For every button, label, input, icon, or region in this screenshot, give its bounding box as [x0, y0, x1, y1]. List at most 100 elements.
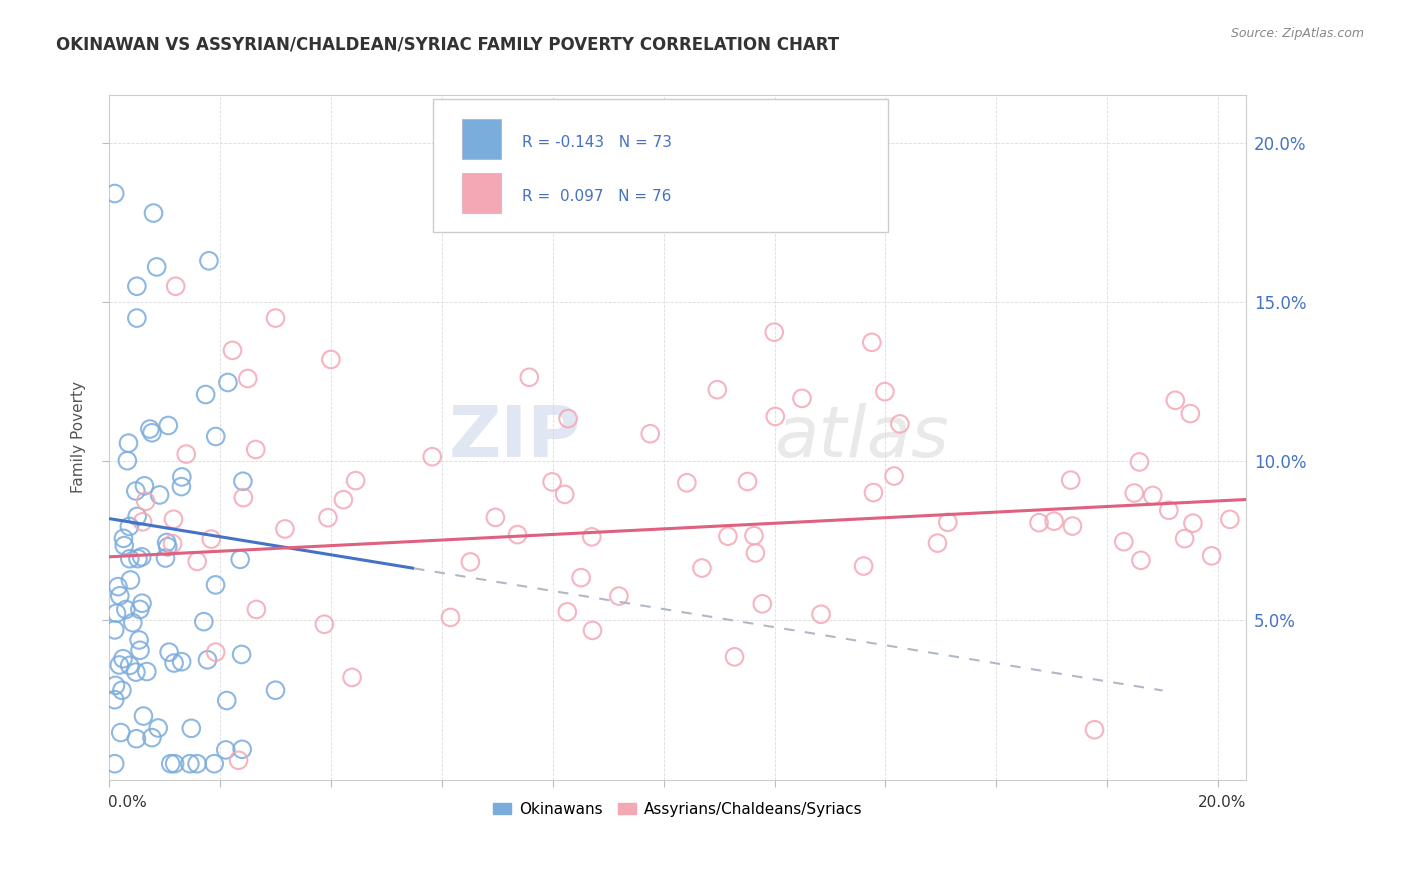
Point	[197, 653, 219, 667]
Text: OKINAWAN VS ASSYRIAN/CHALDEAN/SYRIAC FAMILY POVERTY CORRELATION CHART: OKINAWAN VS ASSYRIAN/CHALDEAN/SYRIAC FAM…	[56, 36, 839, 54]
Point	[1180, 407, 1202, 421]
Point	[690, 561, 713, 575]
Point	[607, 589, 630, 603]
Point	[149, 488, 172, 502]
Point	[1128, 455, 1150, 469]
Point	[112, 532, 135, 546]
Point	[128, 632, 150, 647]
Point	[332, 492, 354, 507]
Point	[221, 343, 243, 358]
Point	[742, 529, 765, 543]
Point	[118, 658, 141, 673]
Text: 20.0%: 20.0%	[1198, 795, 1246, 810]
Point	[314, 617, 336, 632]
Point	[117, 453, 139, 467]
Point	[142, 206, 165, 220]
Point	[1142, 488, 1164, 502]
Point	[163, 656, 186, 670]
Point	[1083, 723, 1105, 737]
Point	[135, 494, 157, 508]
Point	[162, 512, 184, 526]
Point	[1164, 393, 1187, 408]
Point	[194, 387, 217, 401]
Point	[706, 383, 728, 397]
Point	[200, 532, 222, 546]
Point	[264, 311, 287, 326]
Point	[170, 480, 193, 494]
Point	[264, 683, 287, 698]
Point	[554, 487, 576, 501]
Point	[163, 756, 186, 771]
Point	[873, 384, 896, 399]
Point	[202, 756, 225, 771]
Point	[131, 596, 153, 610]
Point	[111, 683, 134, 698]
Point	[316, 510, 339, 524]
Point	[1043, 514, 1066, 528]
Point	[159, 756, 181, 771]
Point	[555, 605, 578, 619]
Point	[883, 469, 905, 483]
Point	[228, 753, 250, 767]
Point	[215, 693, 238, 707]
Point	[125, 665, 148, 679]
Point	[104, 678, 127, 692]
Point	[132, 709, 155, 723]
Point	[1123, 486, 1146, 500]
Point	[215, 743, 238, 757]
Point	[723, 649, 745, 664]
Point	[204, 645, 226, 659]
Point	[170, 655, 193, 669]
Point	[484, 510, 506, 524]
Point	[145, 260, 167, 274]
Point	[141, 731, 163, 745]
FancyBboxPatch shape	[433, 99, 887, 232]
Point	[165, 279, 187, 293]
Point	[569, 571, 592, 585]
Point	[245, 602, 267, 616]
Point	[105, 606, 128, 620]
Point	[860, 335, 883, 350]
Text: R =  0.097   N = 76: R = 0.097 N = 76	[522, 189, 671, 204]
Point	[274, 522, 297, 536]
Point	[581, 624, 603, 638]
Point	[139, 422, 162, 436]
Point	[236, 371, 259, 385]
Point	[1219, 512, 1241, 526]
Point	[717, 529, 740, 543]
Point	[117, 436, 139, 450]
Point	[763, 409, 786, 424]
Point	[1129, 553, 1152, 567]
Point	[581, 530, 603, 544]
Point	[129, 643, 152, 657]
Point	[112, 539, 135, 553]
Point	[420, 450, 443, 464]
Point	[118, 551, 141, 566]
Point	[1060, 473, 1083, 487]
Legend: Okinawans, Assyrians/Chaldeans/Syriacs: Okinawans, Assyrians/Chaldeans/Syriacs	[486, 796, 869, 823]
Point	[115, 602, 138, 616]
Point	[157, 645, 180, 659]
Point	[118, 519, 141, 533]
Point	[557, 411, 579, 425]
Point	[131, 549, 153, 564]
Point	[104, 756, 127, 771]
Point	[120, 573, 142, 587]
Point	[229, 552, 252, 566]
Point	[751, 597, 773, 611]
Point	[744, 546, 766, 560]
Point	[179, 756, 201, 771]
Point	[1112, 534, 1135, 549]
Point	[439, 610, 461, 624]
Point	[204, 578, 226, 592]
Point	[135, 665, 157, 679]
Text: ZIP: ZIP	[449, 403, 581, 472]
Point	[204, 429, 226, 443]
Point	[927, 536, 949, 550]
Point	[232, 475, 254, 489]
Point	[198, 253, 221, 268]
Point	[170, 470, 193, 484]
Text: 0.0%: 0.0%	[108, 795, 146, 810]
Bar	[461, 119, 502, 160]
Point	[157, 418, 180, 433]
